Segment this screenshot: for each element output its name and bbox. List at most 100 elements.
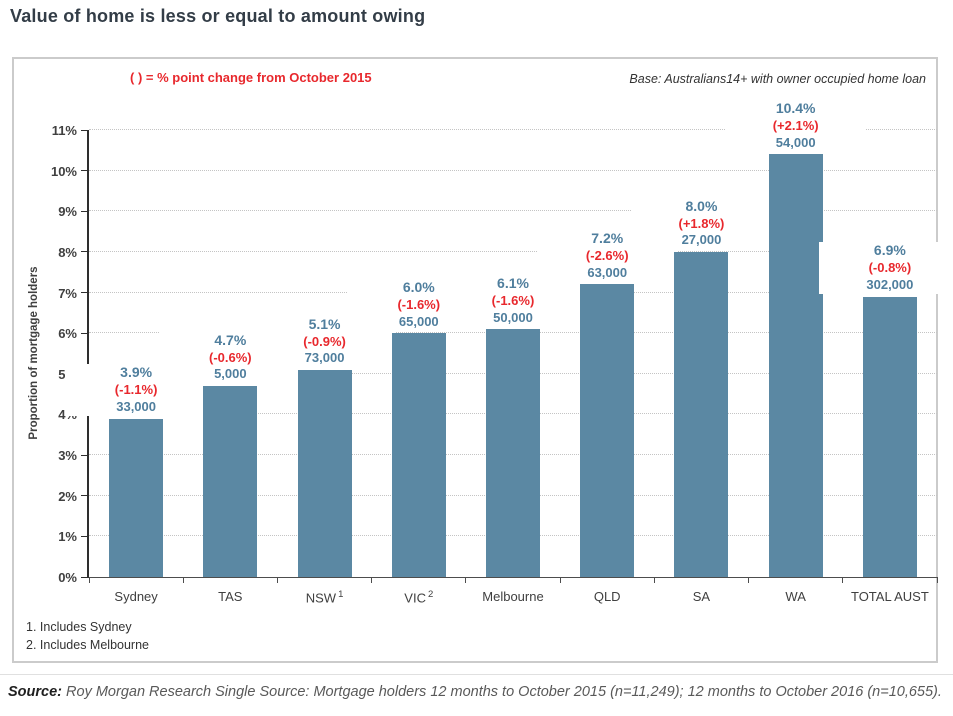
bar-count-label: 50,000	[493, 309, 533, 325]
bar-count-label: 63,000	[587, 264, 628, 280]
bar	[485, 329, 540, 577]
x-axis-tick	[182, 577, 184, 583]
bar-label-stack: 6.1% (-1.6%) 50,000	[442, 274, 584, 327]
y-axis-tick	[81, 332, 89, 334]
bar-value-label: 10.4%	[775, 100, 816, 117]
y-tick-label: 8%	[58, 244, 77, 260]
category-footnote-marker: 1	[338, 589, 344, 600]
y-axis-tick	[81, 292, 89, 294]
x-category-label: TOTAL AUST	[850, 589, 929, 604]
bar-change-label: (-0.9%)	[303, 333, 346, 349]
footnote-1: 1. Includes Sydney	[26, 620, 132, 634]
bar-count-label: 73,000	[304, 350, 345, 366]
bar-label-stack: 8.0% (+1.8%) 27,000	[630, 197, 773, 249]
x-category-label: QLD	[593, 589, 621, 604]
bar	[391, 333, 446, 577]
bar-value-label: 8.0%	[685, 197, 718, 214]
x-axis-tick	[465, 577, 467, 583]
y-axis-tick	[81, 210, 89, 212]
x-axis-tick	[936, 577, 938, 583]
bar	[580, 284, 635, 577]
y-tick-label: 3%	[58, 448, 77, 464]
x-category-label: TAS	[218, 589, 243, 604]
bar-column: 3.9% (-1.1%) 33,000 Sydney	[65, 130, 207, 604]
y-tick-label: 7%	[58, 285, 77, 301]
y-axis-tick	[81, 576, 89, 578]
bar-column: 6.1% (-1.6%) 50,000 Melbourne	[442, 130, 584, 604]
bar-count-label: 65,000	[398, 313, 439, 329]
x-category-label: Sydney	[114, 589, 158, 604]
category-footnote-marker: 2	[427, 589, 434, 600]
y-tick-label: 6%	[58, 326, 77, 342]
source-line: Source: Roy Morgan Research Single Sourc…	[8, 684, 953, 700]
bar-column: 6.9% (-0.8%) 302,000 TOTAL AUST	[819, 130, 953, 604]
bar-change-label: (-0.6%)	[209, 349, 252, 365]
plot-area: 0%1%2%3%4%5%6%7%8%9%10%11%3.9%(-1.1%)33,…	[51, 100, 953, 605]
gridline	[89, 169, 937, 171]
bar-value-label: 6.0%	[402, 279, 435, 296]
bar	[109, 418, 164, 577]
x-axis-tick	[88, 577, 90, 583]
x-category-label: WA	[785, 589, 806, 604]
change-legend-note: ( ) = % point change from October 2015	[130, 70, 372, 85]
bar-change-label: (-1.1%)	[114, 382, 158, 398]
x-axis-tick	[276, 577, 278, 583]
y-tick-label: 0%	[58, 570, 77, 585]
y-tick-label: 9%	[58, 204, 77, 220]
chart-container: ( ) = % point change from October 2015 B…	[12, 57, 953, 663]
bar-label-stack: 6.9% (-0.8%) 302,000	[819, 242, 953, 294]
bar	[768, 154, 823, 577]
source-label: Source:	[8, 684, 62, 700]
x-axis-tick	[748, 577, 750, 583]
y-tick-label: 11%	[51, 123, 77, 138]
y-axis-tick	[81, 170, 89, 172]
bar-count-label: 302,000	[866, 276, 914, 292]
bar-column: 8.0% (+1.8%) 27,000 SA	[630, 130, 773, 604]
gridline	[89, 250, 937, 252]
x-axis-tick	[559, 577, 561, 583]
bar-change-label: (+1.8%)	[678, 215, 725, 231]
page-divider	[0, 674, 953, 675]
bar-change-label: (-1.6%)	[491, 292, 535, 308]
gridline	[89, 129, 937, 130]
bar-count-label: 27,000	[681, 232, 722, 248]
y-tick-label: 2%	[58, 488, 77, 504]
bar	[862, 296, 917, 577]
bar-change-label: (-0.8%)	[868, 260, 912, 276]
y-axis-tick	[81, 454, 89, 456]
bar-change-label: (-2.6%)	[585, 248, 629, 264]
x-category-label: SA	[692, 589, 711, 604]
bar-change-label: (+2.1%)	[772, 118, 819, 134]
bar	[674, 251, 729, 577]
bar-count-label: 54,000	[775, 134, 816, 150]
bar-value-label: 6.9%	[873, 242, 906, 259]
bar-value-label: 4.7%	[214, 331, 247, 348]
bar-label-stack: 10.4% (+2.1%) 54,000	[725, 100, 867, 152]
y-axis-tick	[81, 535, 89, 537]
y-tick-label: 1%	[58, 529, 77, 545]
bar-value-label: 3.9%	[120, 364, 153, 381]
x-category-label: Melbourne	[482, 589, 544, 604]
gridline	[89, 210, 937, 212]
bar-label-stack: 7.2% (-2.6%) 63,000	[536, 230, 678, 282]
bar-change-label: (-1.6%)	[397, 296, 441, 312]
y-axis-tick	[81, 251, 89, 253]
x-category-label: VIC 2	[404, 589, 434, 606]
bar-value-label: 6.1%	[497, 274, 529, 291]
base-note: Base: Australians14+ with owner occupied…	[629, 72, 926, 86]
footnote-2: 2. Includes Melbourne	[26, 637, 149, 652]
page-title: Value of home is less or equal to amount…	[10, 6, 426, 26]
bar-value-label: 5.1%	[308, 315, 341, 332]
bar-count-label: 33,000	[116, 398, 156, 414]
x-axis-tick	[371, 577, 373, 583]
x-axis-tick	[842, 577, 844, 583]
bar	[297, 369, 352, 577]
x-axis-tick	[653, 577, 655, 583]
bar-column: 7.2% (-2.6%) 63,000 QLD	[536, 130, 678, 604]
bar-count-label: 5,000	[214, 366, 247, 382]
bar-column: 6.0% (-1.6%) 65,000 VIC 2	[348, 130, 490, 605]
bar	[203, 386, 258, 577]
y-axis-tick	[81, 129, 89, 131]
y-axis-tick	[81, 495, 89, 497]
bar-column: 5.1% (-0.9%) 73,000 NSW 1	[253, 130, 396, 605]
